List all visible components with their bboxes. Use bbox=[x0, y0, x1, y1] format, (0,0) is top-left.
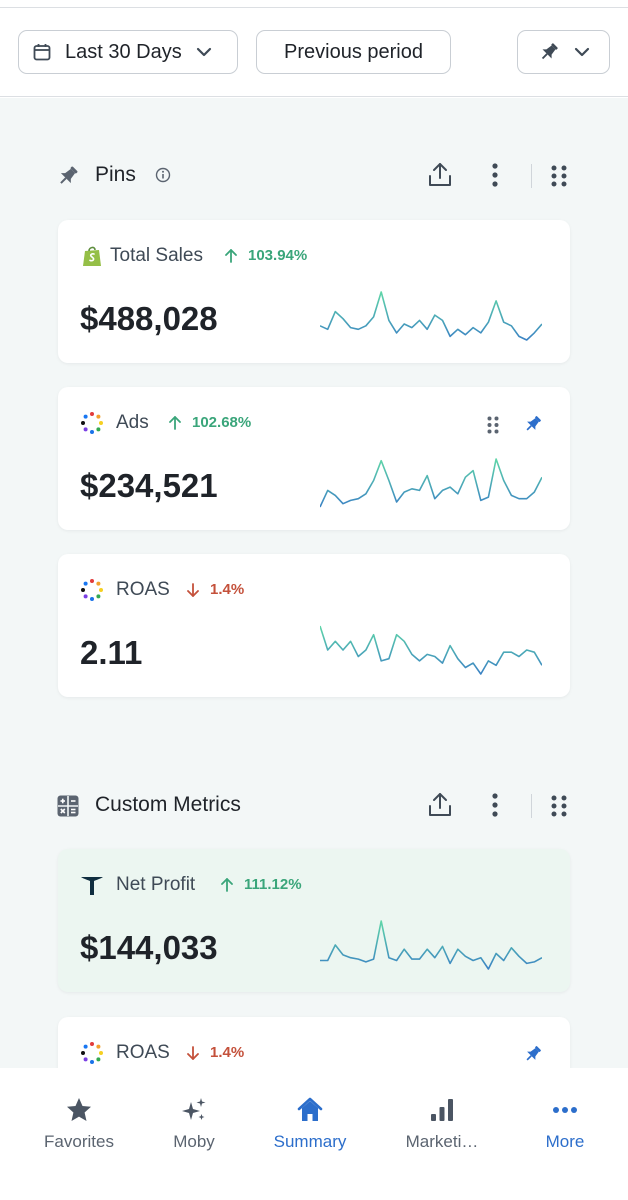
dots-horizontal-icon bbox=[553, 1107, 577, 1113]
arrow-down-icon bbox=[187, 582, 199, 597]
change-value: 111.12% bbox=[244, 876, 302, 893]
sparkline-chart bbox=[320, 291, 542, 341]
more-vertical-icon[interactable] bbox=[484, 161, 506, 189]
card-title: ROAS bbox=[116, 1042, 170, 1063]
pin-icon[interactable] bbox=[523, 414, 543, 434]
metric-value: $488,028 bbox=[80, 300, 218, 337]
calendar-icon bbox=[33, 44, 51, 61]
net-profit-logo-icon bbox=[81, 877, 103, 895]
nav-label: More bbox=[545, 1132, 585, 1151]
sparkline-chart bbox=[320, 458, 542, 508]
metric-card-net-profit[interactable]: Net Profit 111.12% $144,033 bbox=[58, 849, 570, 992]
section-title: Custom Metrics bbox=[95, 793, 241, 816]
change-value: 103.94% bbox=[248, 247, 308, 264]
arrow-up-icon bbox=[221, 877, 233, 892]
nav-more[interactable]: More bbox=[505, 1096, 625, 1156]
compare-period-label: Previous period bbox=[284, 40, 423, 63]
date-range-button[interactable]: Last 30 Days bbox=[18, 30, 238, 74]
pin-icon[interactable] bbox=[523, 1044, 543, 1064]
metric-card-total-sales[interactable]: Total Sales 103.94% $488,028 bbox=[58, 220, 570, 363]
card-title: Total Sales bbox=[110, 245, 203, 266]
home-icon bbox=[297, 1097, 323, 1121]
chevron-down-icon bbox=[574, 47, 589, 57]
dashboard-content: Pins Total Sales bbox=[0, 98, 628, 1068]
top-edge bbox=[0, 0, 628, 8]
nav-favorites[interactable]: Favorites bbox=[19, 1096, 139, 1156]
metric-card-roas[interactable]: ROAS 1.4% 2.11 bbox=[58, 554, 570, 697]
metric-card-ads[interactable]: Ads 102.68% $234,521 bbox=[58, 387, 570, 530]
sparkles-icon bbox=[182, 1098, 206, 1120]
drag-handle-icon[interactable] bbox=[548, 163, 570, 189]
info-icon[interactable] bbox=[155, 167, 171, 183]
custom-metrics-section-header: Custom Metrics bbox=[0, 786, 628, 826]
share-upload-icon[interactable] bbox=[426, 791, 454, 819]
star-icon bbox=[67, 1098, 91, 1121]
change-value: 1.4% bbox=[210, 581, 245, 598]
change-value: 102.68% bbox=[192, 414, 252, 431]
metric-card-roas-custom[interactable]: ROAS 1.4% bbox=[58, 1017, 570, 1068]
roas-dots-icon bbox=[81, 1042, 103, 1064]
change-value: 1.4% bbox=[210, 1044, 245, 1061]
divider bbox=[531, 164, 532, 188]
metric-value: $144,033 bbox=[80, 929, 218, 966]
sparkline-chart bbox=[320, 920, 542, 970]
pin-icon bbox=[60, 166, 78, 184]
more-vertical-icon[interactable] bbox=[484, 791, 506, 819]
change-badge: 111.12% bbox=[220, 876, 302, 893]
nav-label: Summary bbox=[273, 1132, 347, 1151]
metric-value: 2.11 bbox=[80, 634, 143, 671]
share-upload-icon[interactable] bbox=[426, 161, 454, 189]
chevron-down-icon bbox=[196, 47, 211, 57]
change-badge: 1.4% bbox=[186, 581, 244, 598]
change-badge: 102.68% bbox=[168, 414, 251, 431]
roas-dots-icon bbox=[81, 579, 103, 601]
nav-label: Moby bbox=[173, 1132, 215, 1151]
nav-moby[interactable]: Moby bbox=[134, 1096, 254, 1156]
bar-chart-icon bbox=[431, 1099, 453, 1121]
nav-label: Favorites bbox=[44, 1132, 114, 1151]
sparkline-series bbox=[320, 920, 542, 970]
sparkline-series bbox=[320, 291, 542, 341]
sparkline-series bbox=[320, 458, 542, 508]
drag-handle-icon[interactable] bbox=[486, 415, 500, 435]
shopify-icon bbox=[83, 246, 101, 266]
card-title: ROAS bbox=[116, 579, 170, 600]
pin-filter-button[interactable] bbox=[517, 30, 610, 74]
change-badge: 1.4% bbox=[186, 1044, 244, 1061]
arrow-down-icon bbox=[187, 1045, 199, 1060]
date-range-label: Last 30 Days bbox=[65, 40, 182, 63]
card-title: Net Profit bbox=[116, 874, 196, 895]
pins-section-header: Pins bbox=[0, 156, 628, 196]
bottom-navigation: Favorites Moby Summary Marketi… More bbox=[0, 1068, 628, 1200]
ads-dots-icon bbox=[81, 412, 103, 434]
divider bbox=[531, 794, 532, 818]
nav-label: Marketi… bbox=[405, 1132, 479, 1151]
section-title: Pins bbox=[95, 163, 136, 186]
nav-marketing[interactable]: Marketi… bbox=[382, 1096, 502, 1156]
filter-bar: Last 30 Days Previous period bbox=[0, 9, 628, 97]
change-badge: 103.94% bbox=[224, 247, 307, 264]
calculator-icon bbox=[57, 795, 79, 817]
card-title: Ads bbox=[116, 412, 149, 433]
sparkline-chart bbox=[320, 625, 542, 675]
drag-handle-icon[interactable] bbox=[548, 793, 570, 819]
metric-value: $234,521 bbox=[80, 467, 218, 504]
arrow-up-icon bbox=[225, 248, 237, 263]
pin-icon bbox=[541, 43, 558, 60]
sparkline-series bbox=[320, 625, 542, 675]
nav-summary[interactable]: Summary bbox=[250, 1096, 370, 1156]
arrow-up-icon bbox=[169, 415, 181, 430]
compare-period-button[interactable]: Previous period bbox=[256, 30, 451, 74]
